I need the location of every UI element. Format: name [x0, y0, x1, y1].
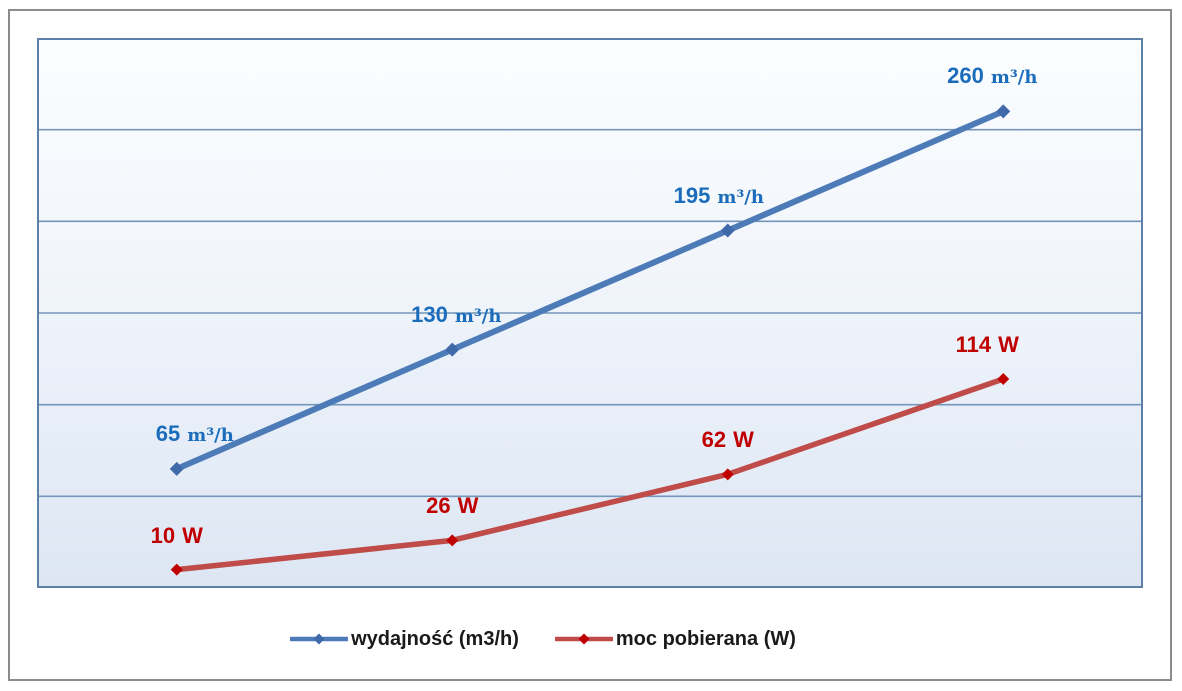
- data-label-wydajnosc: 195 m³/h: [673, 182, 764, 208]
- data-point-marker-moc-pobierana[interactable]: [997, 373, 1010, 385]
- data-label-moc-pobierana: 10 W: [150, 522, 203, 548]
- legend-diamond-marker-red: [578, 633, 590, 645]
- data-label-wydajnosc: 130 m³/h: [411, 301, 502, 327]
- legend-diamond-marker-blue: [313, 633, 325, 645]
- data-label-moc-pobierana: 114 W: [955, 332, 1019, 357]
- data-point-marker-wydajnosc[interactable]: [445, 342, 460, 357]
- data-label-wydajnosc: 65 m³/h: [155, 420, 234, 446]
- data-point-marker-wydajnosc[interactable]: [996, 104, 1011, 119]
- data-point-marker-moc-pobierana[interactable]: [170, 563, 183, 576]
- data-point-marker-wydajnosc[interactable]: [720, 223, 735, 238]
- series-line-wydajnosc[interactable]: [173, 108, 1007, 472]
- legend-line-sample-blue: [290, 633, 349, 645]
- data-label-wydajnosc: 260 m³/h: [947, 63, 1038, 89]
- legend-item-wydajnosc[interactable]: wydajność (m3/h): [290, 628, 519, 651]
- series-line-moc-pobierana[interactable]: [174, 376, 1006, 573]
- legend: wydajność (m3/h) moc pobierana (W): [0, 620, 1182, 658]
- plot-area[interactable]: 65 m³/h 130 m³/h 195 m³/h 260 m³/h 10 W 26 W 62 W 114 W: [37, 38, 1143, 588]
- legend-line-sample-red: [554, 633, 613, 645]
- data-point-marker-wydajnosc[interactable]: [169, 461, 184, 476]
- legend-label-wydajnosc: wydajność (m3/h): [351, 627, 519, 650]
- data-point-marker-moc-pobierana[interactable]: [446, 534, 459, 547]
- data-label-moc-pobierana: 26 W: [426, 493, 479, 519]
- data-label-moc-pobierana: 62 W: [701, 427, 754, 453]
- data-point-marker-moc-pobierana[interactable]: [721, 468, 734, 481]
- plot-canvas: [39, 104, 1141, 576]
- legend-item-moc-pobierana[interactable]: moc pobierana (W): [554, 627, 796, 651]
- legend-label-moc-pobierana: moc pobierana (W): [615, 627, 796, 650]
